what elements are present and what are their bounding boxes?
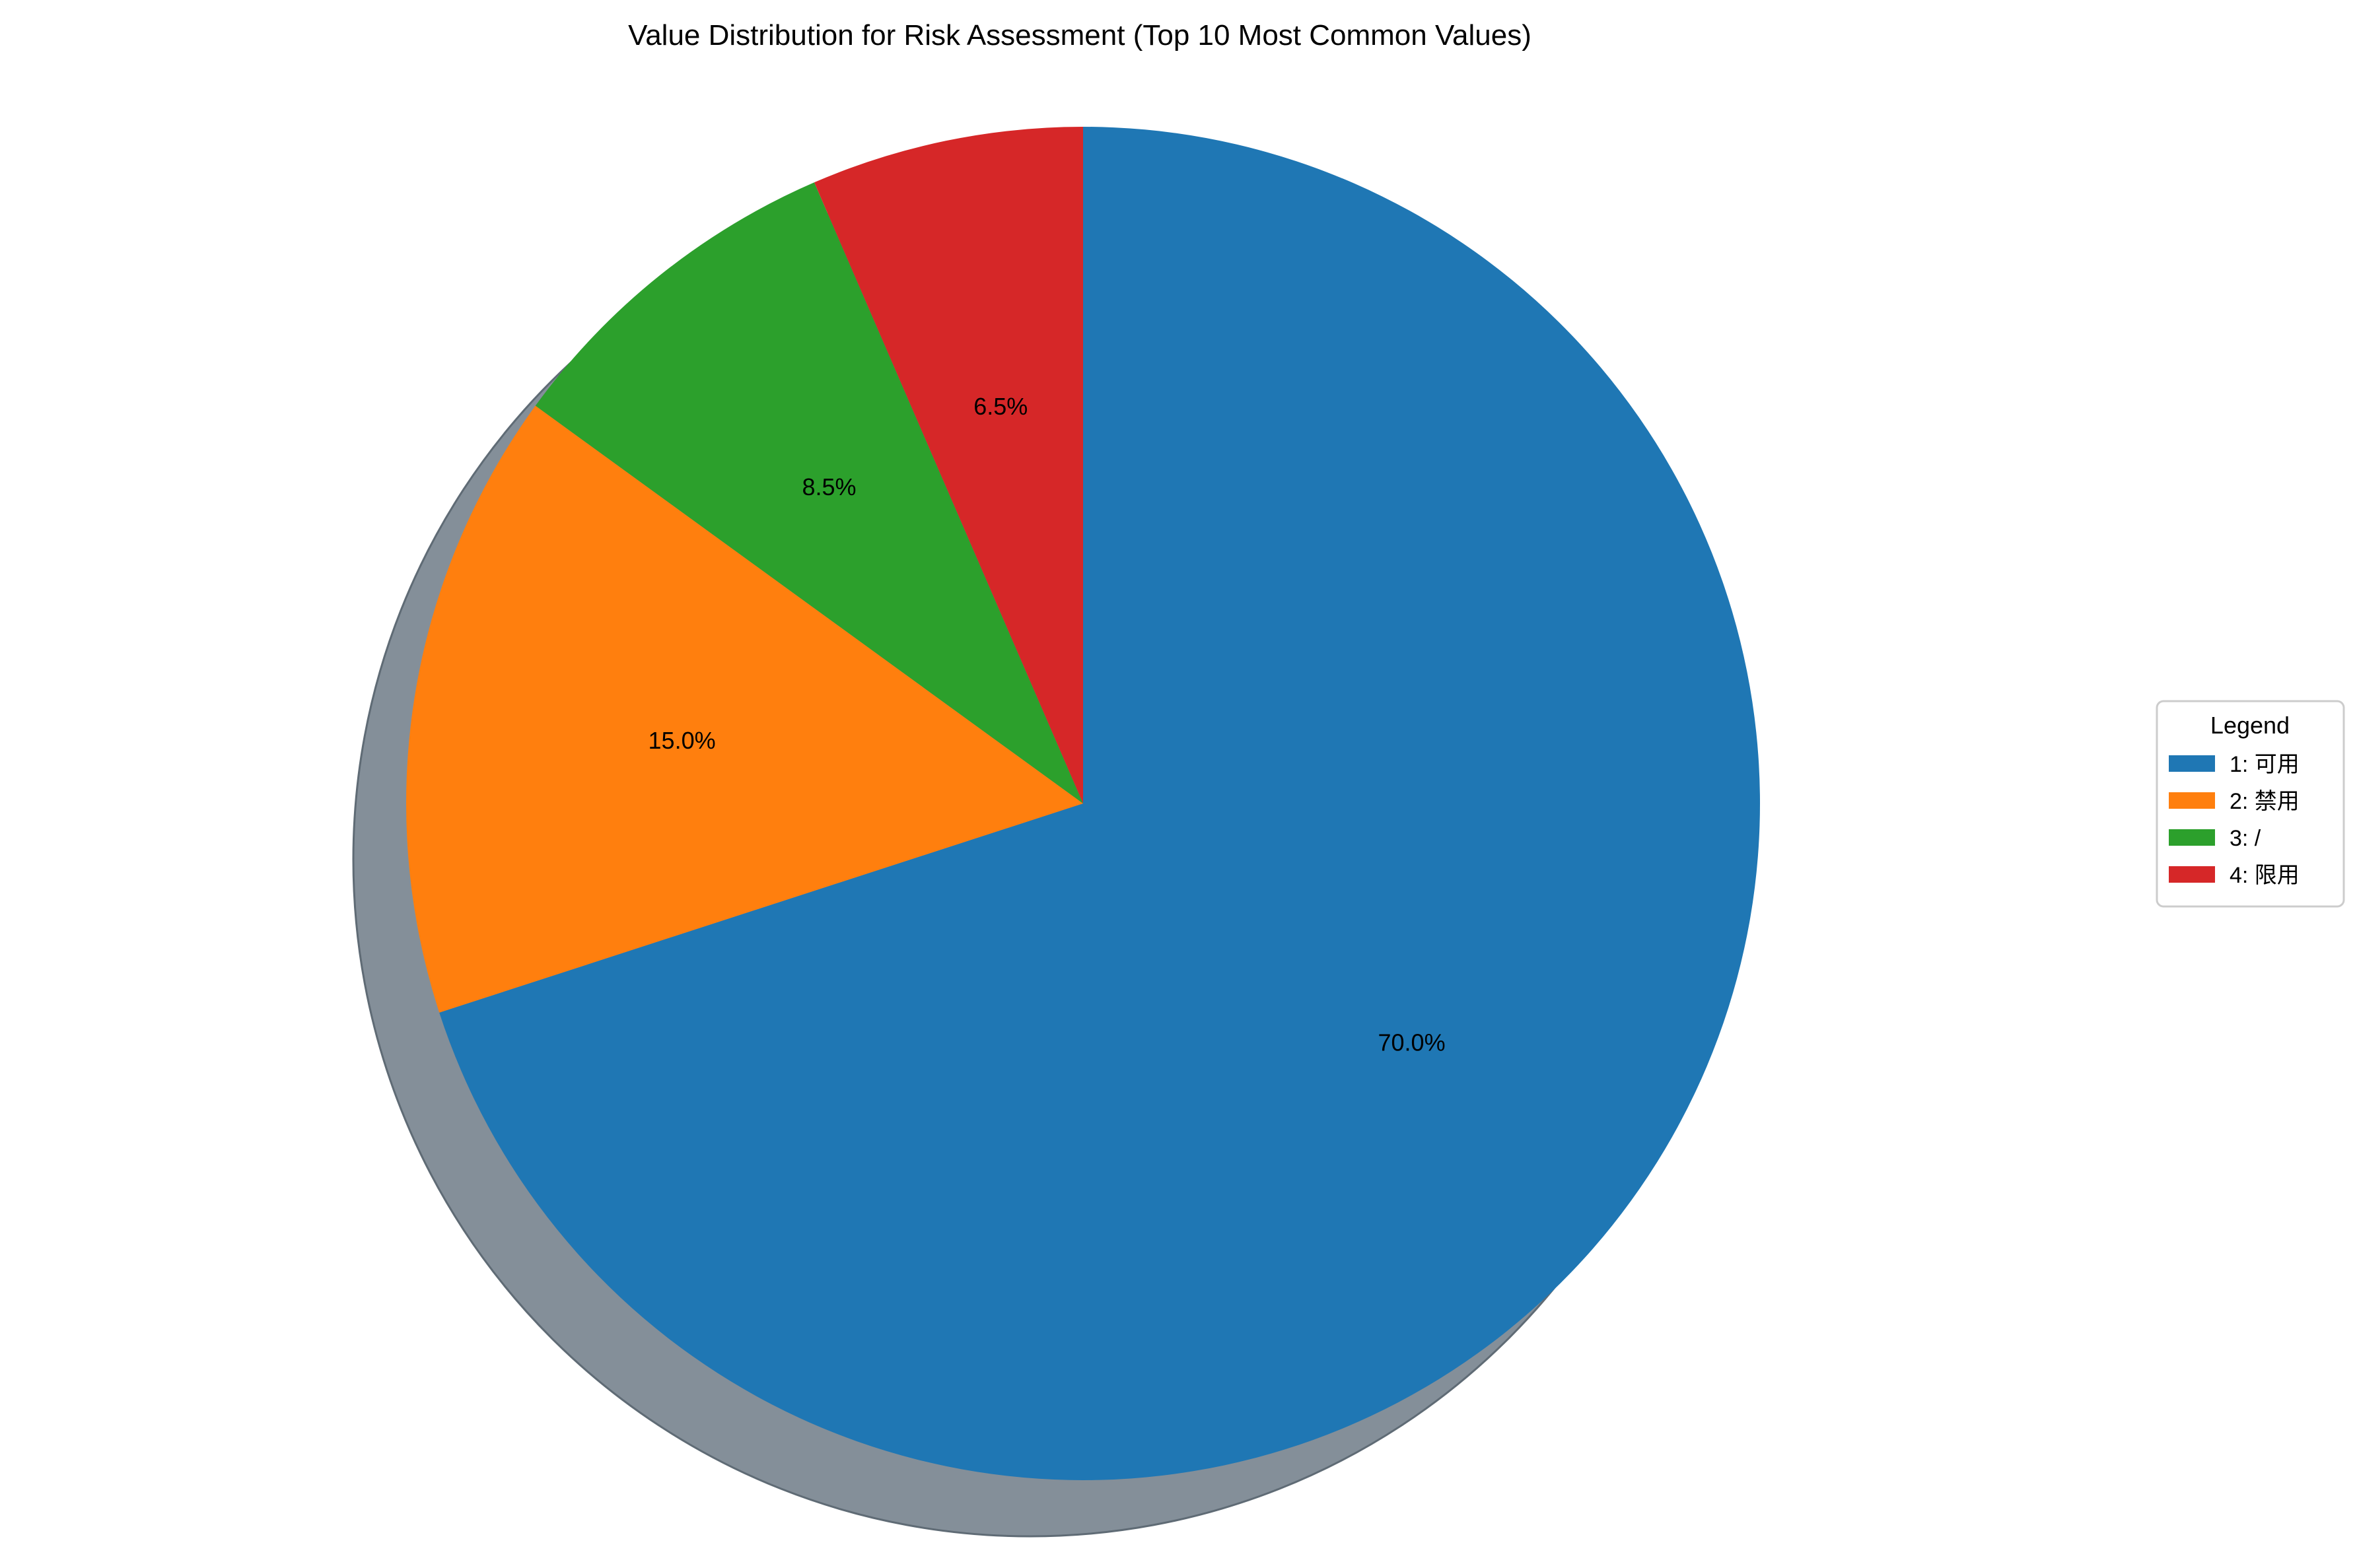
chart-title: Value Distribution for Risk Assessment (… [628, 19, 1531, 51]
legend-label-3: 3: / [2230, 826, 2261, 851]
pie-slice-label-4: 6.5% [973, 393, 1028, 420]
legend-frame [2156, 700, 2345, 908]
legend: Legend 1: 可用 2: 禁用 3: / 4: 限用 [2156, 700, 2345, 908]
legend-label-1: 1: 可用 [2230, 752, 2300, 777]
pie-slice-label-2: 15.0% [649, 727, 716, 754]
legend-label-2: 2: 禁用 [2230, 789, 2300, 814]
pie-slice-2 [406, 405, 1083, 1013]
legend-swatch-1 [2169, 755, 2215, 772]
legend-label-4: 4: 限用 [2230, 863, 2300, 888]
pie-slice-label-1: 70.0% [1378, 1029, 1446, 1056]
pie-slice-4 [814, 127, 1083, 803]
pie-slice-label-3: 8.5% [802, 473, 856, 500]
legend-swatch-2 [2169, 792, 2215, 809]
pie-slice-3 [535, 182, 1083, 803]
pie-slices [406, 127, 1761, 1480]
legend-title: Legend [2210, 712, 2290, 739]
legend-swatch-4 [2169, 866, 2215, 883]
pie-labels: 70.0% 15.0% 8.5% 6.5% [649, 393, 1446, 1056]
legend-items: 1: 可用 2: 禁用 3: / 4: 限用 [2169, 752, 2300, 888]
legend-swatch-3 [2169, 829, 2215, 846]
pie-slice-1 [439, 127, 1761, 1480]
